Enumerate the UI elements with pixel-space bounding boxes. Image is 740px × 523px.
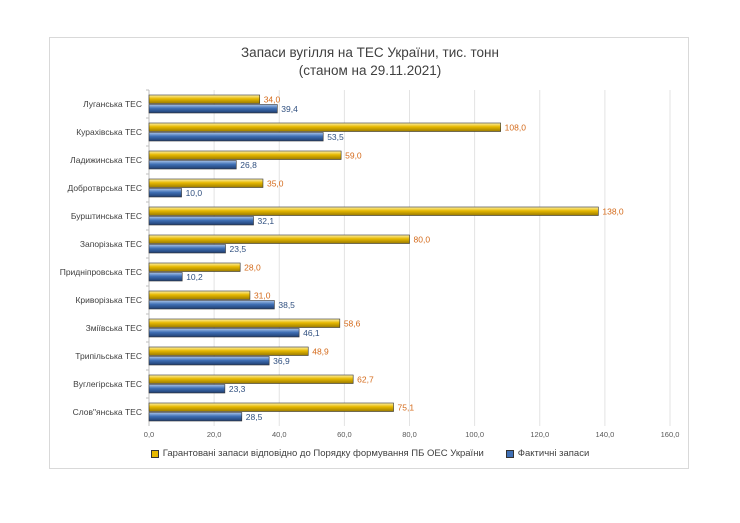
data-label-guaranteed: 31,0 [254,291,271,301]
bar-actual [148,104,278,114]
data-label-actual: 38,5 [278,300,295,310]
category-label: Трипільська ТЕС [75,351,142,361]
bar-actual [148,412,243,422]
chart-subtitle: (станом на 29.11.2021) [298,63,442,78]
category-label: Добротврська ТЕС [67,183,142,193]
data-label-actual: 28,5 [246,412,263,422]
data-label-actual: 26,8 [240,160,257,170]
x-tick-label: 40,0 [272,430,287,439]
bar-actual [148,160,237,170]
legend-label-guaranteed: Гарантовані запаси відповідно до Порядку… [162,448,484,459]
data-label-guaranteed: 48,9 [312,347,329,357]
legend-label-actual: Фактичні запаси [517,448,590,459]
bar-guaranteed [148,178,264,188]
x-tick-label: 20,0 [207,430,222,439]
data-label-guaranteed: 34,0 [264,95,281,105]
legend-item-guaranteed: Гарантовані запаси відповідно до Порядку… [150,448,484,459]
category-label: Луганська ТЕС [83,99,142,109]
legend-swatch-actual [505,449,514,458]
category-label: Вуглегірська ТЕС [73,379,142,389]
category-label: Бурштинська ТЕС [71,211,142,221]
bar-guaranteed [148,346,309,356]
x-tick-label: 0,0 [144,430,154,439]
x-tick-label: 140,0 [595,430,614,439]
data-label-actual: 46,1 [303,328,320,338]
data-label-guaranteed: 138,0 [602,207,624,217]
category-label: Курахівська ТЕС [76,127,142,137]
category-label: Слов"янська ТЕС [73,407,142,417]
data-label-guaranteed: 35,0 [267,179,284,189]
bar-guaranteed [148,122,501,132]
data-label-actual: 23,5 [230,244,247,254]
x-tick-label: 120,0 [530,430,549,439]
bar-guaranteed [148,234,410,244]
x-tick-label: 80,0 [402,430,417,439]
x-tick-label: 60,0 [337,430,352,439]
data-label-guaranteed: 28,0 [244,263,261,273]
data-label-actual: 39,4 [281,104,298,114]
category-label: Запорізька ТЕС [80,239,142,249]
data-label-guaranteed: 59,0 [345,151,362,161]
bar-guaranteed [148,150,342,160]
data-label-guaranteed: 75,1 [398,403,415,413]
data-label-guaranteed: 80,0 [414,235,431,245]
legend-item-actual: Фактичні запаси [505,448,590,459]
bar-actual [148,188,182,198]
x-tick-label: 160,0 [661,430,680,439]
bar-guaranteed [148,374,354,384]
category-label: Придніпровська ТЕС [60,267,142,277]
bar-guaranteed [148,206,599,216]
category-label: Ладижинська ТЕС [70,155,142,165]
bar-actual [148,132,324,142]
data-label-actual: 36,9 [273,356,290,366]
data-label-guaranteed: 58,6 [344,319,361,329]
bar-guaranteed [148,318,341,328]
legend-swatch-guaranteed [150,449,159,458]
bar-actual [148,356,270,366]
data-label-guaranteed: 108,0 [505,123,527,133]
category-label: Зміївська ТЕС [86,323,142,333]
bar-actual [148,300,275,310]
data-label-actual: 53,5 [327,132,344,142]
bar-actual [148,384,226,394]
data-label-actual: 23,3 [229,384,246,394]
chart-legend: Гарантовані запаси відповідно до Порядку… [0,448,740,459]
data-label-actual: 32,1 [258,216,275,226]
bar-actual [148,216,254,226]
data-label-actual: 10,0 [186,188,203,198]
bar-guaranteed [148,402,394,412]
bar-guaranteed [148,290,251,300]
bar-actual [148,272,183,282]
data-label-actual: 10,2 [186,272,203,282]
bar-guaranteed [148,262,241,272]
data-label-guaranteed: 62,7 [357,375,374,385]
category-label: Криворізька ТЕС [75,295,142,305]
bar-actual [148,244,226,254]
chart-title: Запаси вугілля на ТЕС України, тис. тонн [241,45,499,60]
x-tick-label: 100,0 [465,430,484,439]
bar-guaranteed [148,94,261,104]
bar-actual [148,328,300,338]
